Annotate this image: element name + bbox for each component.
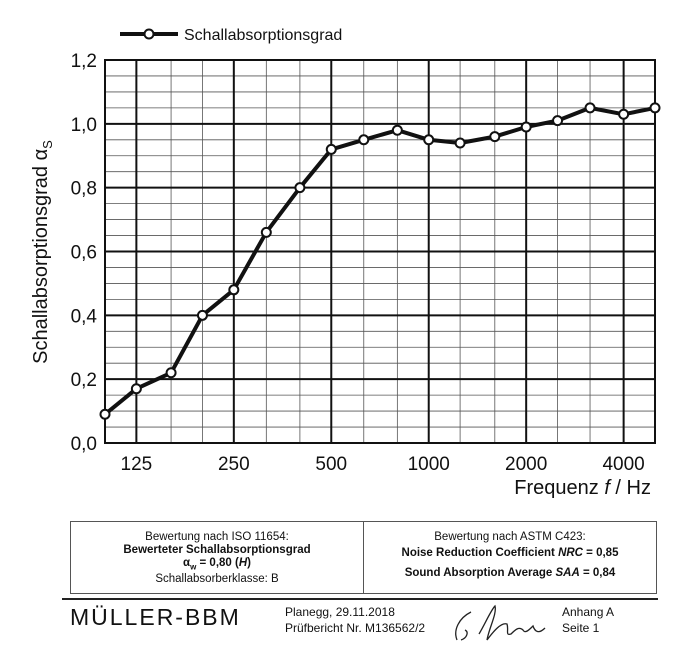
data-point xyxy=(584,102,596,114)
data-point xyxy=(454,137,466,149)
data-point xyxy=(618,108,630,120)
astm-rating: Bewertung nach ASTM C423: Noise Reductio… xyxy=(364,522,656,593)
data-point xyxy=(325,143,337,155)
y-tick-label: 1,2 xyxy=(71,51,97,72)
x-tick-label: 250 xyxy=(218,454,250,475)
plot-frame xyxy=(104,59,656,444)
rating-box: Bewertung nach ISO 11654: Bewerteter Sch… xyxy=(70,521,657,594)
astm-heading: Bewertung nach ASTM C423: xyxy=(434,531,586,543)
y-tick-label: 0,6 xyxy=(71,243,97,264)
x-tick-label: 500 xyxy=(315,454,347,475)
series-line xyxy=(103,105,656,416)
page-number: Seite 1 xyxy=(562,621,600,635)
data-point xyxy=(99,408,111,420)
report-info: Planegg, 29.11.2018 Prüfbericht Nr. M136… xyxy=(285,604,425,636)
place-date: Planegg, 29.11.2018 xyxy=(285,605,395,619)
data-point xyxy=(358,134,370,146)
data-point xyxy=(260,226,272,238)
x-tick-label: 125 xyxy=(121,454,153,475)
y-tick-label: 0,2 xyxy=(71,370,97,391)
y-axis-label: Schallabsorptionsgrad αS xyxy=(30,140,55,364)
data-point xyxy=(196,309,208,321)
y-tick-label: 0,0 xyxy=(71,434,97,455)
data-point xyxy=(649,102,661,114)
iso-klasse: Schallabsorberklasse: B xyxy=(155,573,279,586)
company-logo: MÜLLER-BBM xyxy=(70,604,241,630)
data-point xyxy=(520,121,532,133)
footer-rule xyxy=(62,598,658,600)
data-point xyxy=(423,134,435,146)
data-point xyxy=(391,124,403,136)
y-tick-labels: 0,0 0,2 0,4 0,6 0,8 1,0 1,2 xyxy=(71,51,98,455)
signature xyxy=(455,604,546,641)
data-point xyxy=(130,383,142,395)
legend-label: Schallabsorptionsgrad xyxy=(184,27,342,44)
iso-heading: Bewertung nach ISO 11654: xyxy=(145,531,289,543)
iso-value: αw = 0,80 (H) xyxy=(183,557,251,572)
data-point xyxy=(165,367,177,379)
data-point xyxy=(489,131,501,143)
astm-saa: Sound Absorption Average SAA = 0,84 xyxy=(404,567,616,579)
major-grid xyxy=(105,59,655,444)
annex: Anhang A xyxy=(562,605,615,619)
iso-title: Bewerteter Schallabsorptionsgrad xyxy=(123,544,311,556)
x-tick-label: 1000 xyxy=(408,454,450,475)
series-schallabsorptionsgrad xyxy=(99,102,661,420)
y-tick-label: 1,0 xyxy=(71,115,97,136)
x-axis-label: Frequenz f / Hz xyxy=(514,477,651,499)
data-point xyxy=(228,284,240,296)
data-point xyxy=(294,182,306,194)
data-point xyxy=(552,115,564,127)
iso-rating: Bewertung nach ISO 11654: Bewerteter Sch… xyxy=(71,522,364,593)
astm-nrc: Noise Reduction Coefficient NRC = 0,85 xyxy=(401,547,619,559)
x-tick-labels: 125 250 500 1000 2000 4000 xyxy=(121,454,645,475)
absorption-chart: 0,0 0,2 0,4 0,6 0,8 1,0 1,2 125 250 500 1000 2000 4… xyxy=(30,27,661,499)
legend-marker xyxy=(143,28,155,40)
y-tick-label: 0,4 xyxy=(71,306,98,327)
report-number: Prüfbericht Nr. M136562/2 xyxy=(285,621,426,635)
x-tick-label: 4000 xyxy=(602,454,644,475)
y-tick-label: 0,8 xyxy=(71,179,97,200)
x-tick-label: 2000 xyxy=(505,454,547,475)
annex-info: Anhang A Seite 1 xyxy=(562,604,614,636)
